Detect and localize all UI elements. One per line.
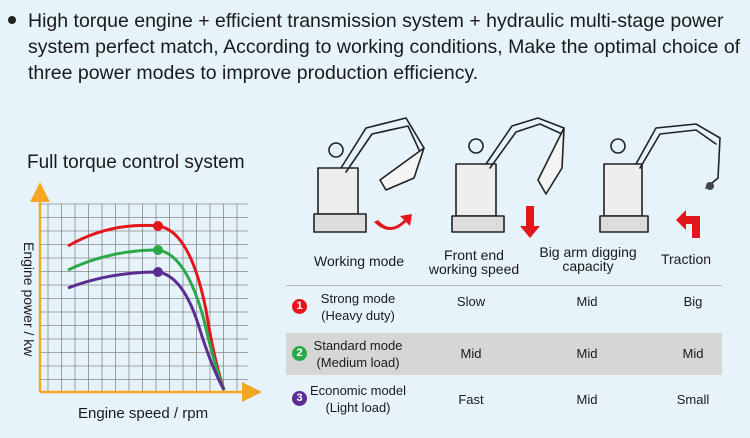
mode-number-badge: 1: [292, 299, 307, 314]
table-header-1: Working mode: [313, 253, 404, 269]
table-top-border: [286, 285, 722, 286]
speed-cell: Slow: [456, 294, 486, 309]
table-row: 3 Economic model (Light load) Fast Mid Small: [286, 378, 722, 420]
excavator-front-end-speed-icon: [451, 117, 565, 233]
excavator-big-arm-digging-icon: [599, 123, 721, 233]
excavator-working-mode-icon: [313, 117, 425, 233]
table-header-4: Traction: [660, 251, 712, 267]
table-row: 2 Standard mode (Medium load) Mid Mid Mid: [286, 333, 722, 375]
intro-text: High torque engine + efficient transmiss…: [28, 10, 741, 84]
table-header-3: Big arm digging capacity: [539, 244, 637, 274]
excavator-illustrations: [313, 117, 721, 238]
x-axis-label: Engine speed / rpm: [78, 405, 208, 422]
traction-cell: Big: [683, 294, 703, 309]
chart-title: Full torque control system: [27, 152, 245, 173]
bullet-icon: [8, 16, 16, 24]
down-arrow-icon: [520, 206, 540, 238]
mode-name: Strong mode (Heavy duty): [320, 291, 396, 323]
dot-marker-icon: [706, 182, 714, 190]
mode-name: Standard mode (Medium load): [313, 338, 403, 370]
speed-cell: Mid: [460, 346, 482, 361]
mode-number-badge: 3: [292, 391, 307, 406]
left-arrow-icon: [676, 210, 700, 238]
traction-cell: Mid: [682, 346, 704, 361]
mode-name: Economic model (Light load): [309, 383, 407, 415]
digging-cell: Mid: [576, 294, 598, 309]
series-peak-point-2: [153, 245, 163, 255]
mode-number-badge: 2: [292, 346, 307, 361]
series-peak-point-1: [153, 221, 163, 231]
series-line-1: [67, 223, 226, 391]
series-peak-point-3: [153, 267, 163, 277]
digging-cell: Mid: [576, 392, 598, 407]
torque-chart: Engine power / kw Engine speed / rpm: [21, 182, 262, 422]
speed-cell: Fast: [458, 392, 484, 407]
table-row: 1 Strong mode (Heavy duty) Slow Mid Big: [286, 286, 722, 328]
traction-cell: Small: [676, 392, 710, 407]
chart-grid: [40, 203, 248, 392]
curved-arrow-icon: [374, 214, 412, 230]
digging-cell: Mid: [576, 346, 598, 361]
series-line-3: [67, 270, 226, 391]
table-header-2: Front end working speed: [428, 247, 520, 277]
series-line-2: [67, 248, 226, 391]
y-axis-label: Engine power / kw: [21, 242, 37, 357]
